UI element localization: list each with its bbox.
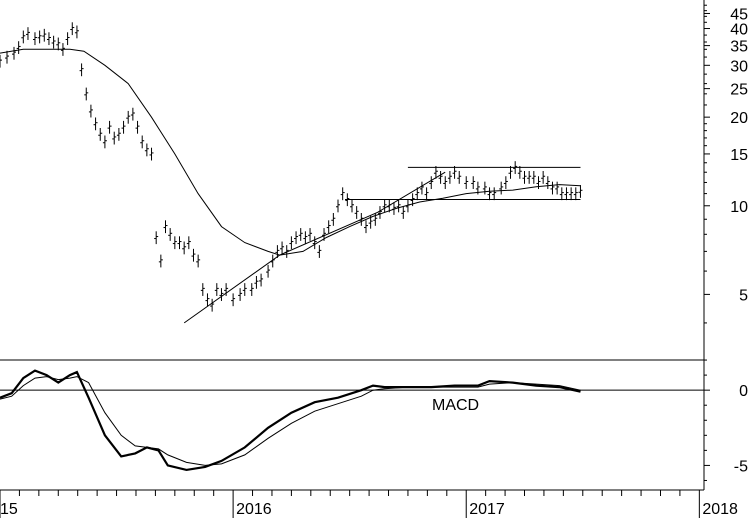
price-trendlines	[183, 166, 581, 324]
macd-signal-line	[0, 376, 581, 466]
macd-tick-label: 0	[739, 383, 748, 400]
price-tick-label: 20	[730, 110, 748, 127]
price-tick-label: 30	[730, 58, 748, 75]
macd-hlines	[0, 359, 704, 391]
price-tick-label: 25	[730, 82, 748, 99]
macd-panel: MACD	[0, 359, 704, 472]
year-tick-label: 2018	[702, 501, 738, 518]
macd-label: MACD	[432, 397, 479, 414]
price-panel	[0, 22, 583, 324]
year-tick-label: 15	[0, 501, 18, 518]
macd-axis-ticks: -5 0	[704, 359, 748, 481]
moving-average-line	[0, 48, 581, 256]
trendline	[183, 171, 446, 324]
time-axis-ticks: 15 2016 2017 2018	[0, 490, 738, 518]
price-tick-label: 5	[739, 287, 748, 304]
price-tick-label: 15	[730, 147, 748, 164]
macd-line	[0, 369, 581, 472]
price-tick-label: 40	[730, 22, 748, 39]
price-bars	[0, 22, 583, 312]
price-tick-label: 35	[730, 39, 748, 56]
price-tick-label: 45	[730, 6, 748, 23]
price-tick-label: 10	[730, 199, 748, 216]
year-tick-label: 2016	[236, 501, 272, 518]
macd-tick-label: -5	[734, 458, 748, 475]
year-tick-label: 2017	[469, 501, 505, 518]
